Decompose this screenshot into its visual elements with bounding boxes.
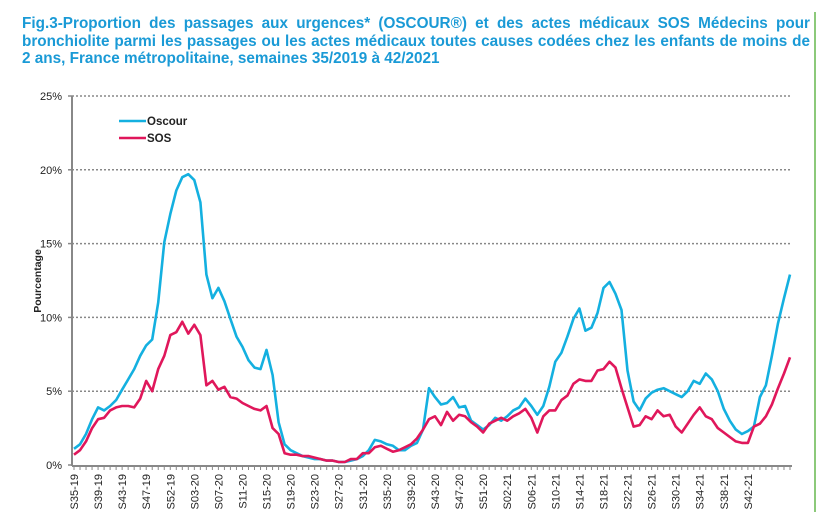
chart-title: Fig.3-Proportion des passages aux urgenc… (22, 15, 810, 67)
y-tick-label: 0% (46, 460, 62, 472)
x-tick-label: S14-21 (574, 474, 586, 509)
x-tick-label: S42-21 (743, 474, 755, 509)
gridlines (72, 95, 792, 392)
legend-label-oscour: Oscour (147, 116, 188, 128)
y-axis-label: Pourcentage (32, 249, 44, 313)
x-tick-label: S35-19 (69, 474, 81, 509)
x-tick-label: S19-20 (286, 474, 298, 509)
legend: Oscour SOS (119, 116, 188, 145)
y-tick-label: 10% (40, 312, 62, 324)
x-axis-ticks: S35-19 S39-19 S43-19 S47-19 S52-19 S03-20 S07-… (69, 466, 791, 509)
x-tick-label: S34-21 (695, 474, 707, 509)
x-tick-label: S27-20 (334, 474, 346, 509)
x-tick-label: S02-21 (502, 474, 514, 509)
x-tick-label: S35-20 (382, 474, 394, 509)
x-tick-label: S11-20 (237, 474, 249, 509)
x-tick-label: S39-20 (406, 474, 418, 509)
x-tick-label: S52-19 (165, 474, 177, 509)
y-tick-label: 25% (40, 91, 62, 103)
x-tick-label: S22-21 (623, 474, 635, 509)
y-tick-label: 20% (40, 165, 62, 177)
x-tick-label: S06-21 (526, 474, 538, 509)
series-lines (73, 172, 792, 464)
x-tick-label: S47-20 (454, 474, 466, 509)
x-tick-label: S39-19 (93, 474, 105, 509)
x-tick-label: S38-21 (719, 474, 731, 509)
series-line-oscour (73, 172, 792, 464)
x-tick-label: S43-19 (117, 474, 129, 509)
x-tick-label: S47-19 (141, 474, 153, 509)
x-tick-label: S51-20 (478, 474, 490, 509)
x-tick-label: S43-20 (430, 474, 442, 509)
x-tick-label: S31-20 (358, 474, 370, 509)
series-line-sos (73, 320, 792, 464)
x-tick-label: S23-20 (310, 474, 322, 509)
x-tick-label: S07-20 (213, 474, 225, 509)
y-tick-label: 15% (40, 239, 62, 251)
x-tick-label: S10-21 (550, 474, 562, 509)
x-tick-label: S18-21 (598, 474, 610, 509)
y-tick-label: 5% (46, 386, 62, 398)
x-tick-label: S03-20 (189, 474, 201, 509)
x-tick-label: S15-20 (262, 474, 274, 509)
x-tick-label: S30-21 (671, 474, 683, 509)
y-axis-ticks: 0% 5% 10% 15% 20% 25% (40, 91, 72, 472)
frame-border (814, 12, 816, 512)
legend-label-sos: SOS (147, 133, 172, 145)
x-tick-label: S26-21 (647, 474, 659, 509)
